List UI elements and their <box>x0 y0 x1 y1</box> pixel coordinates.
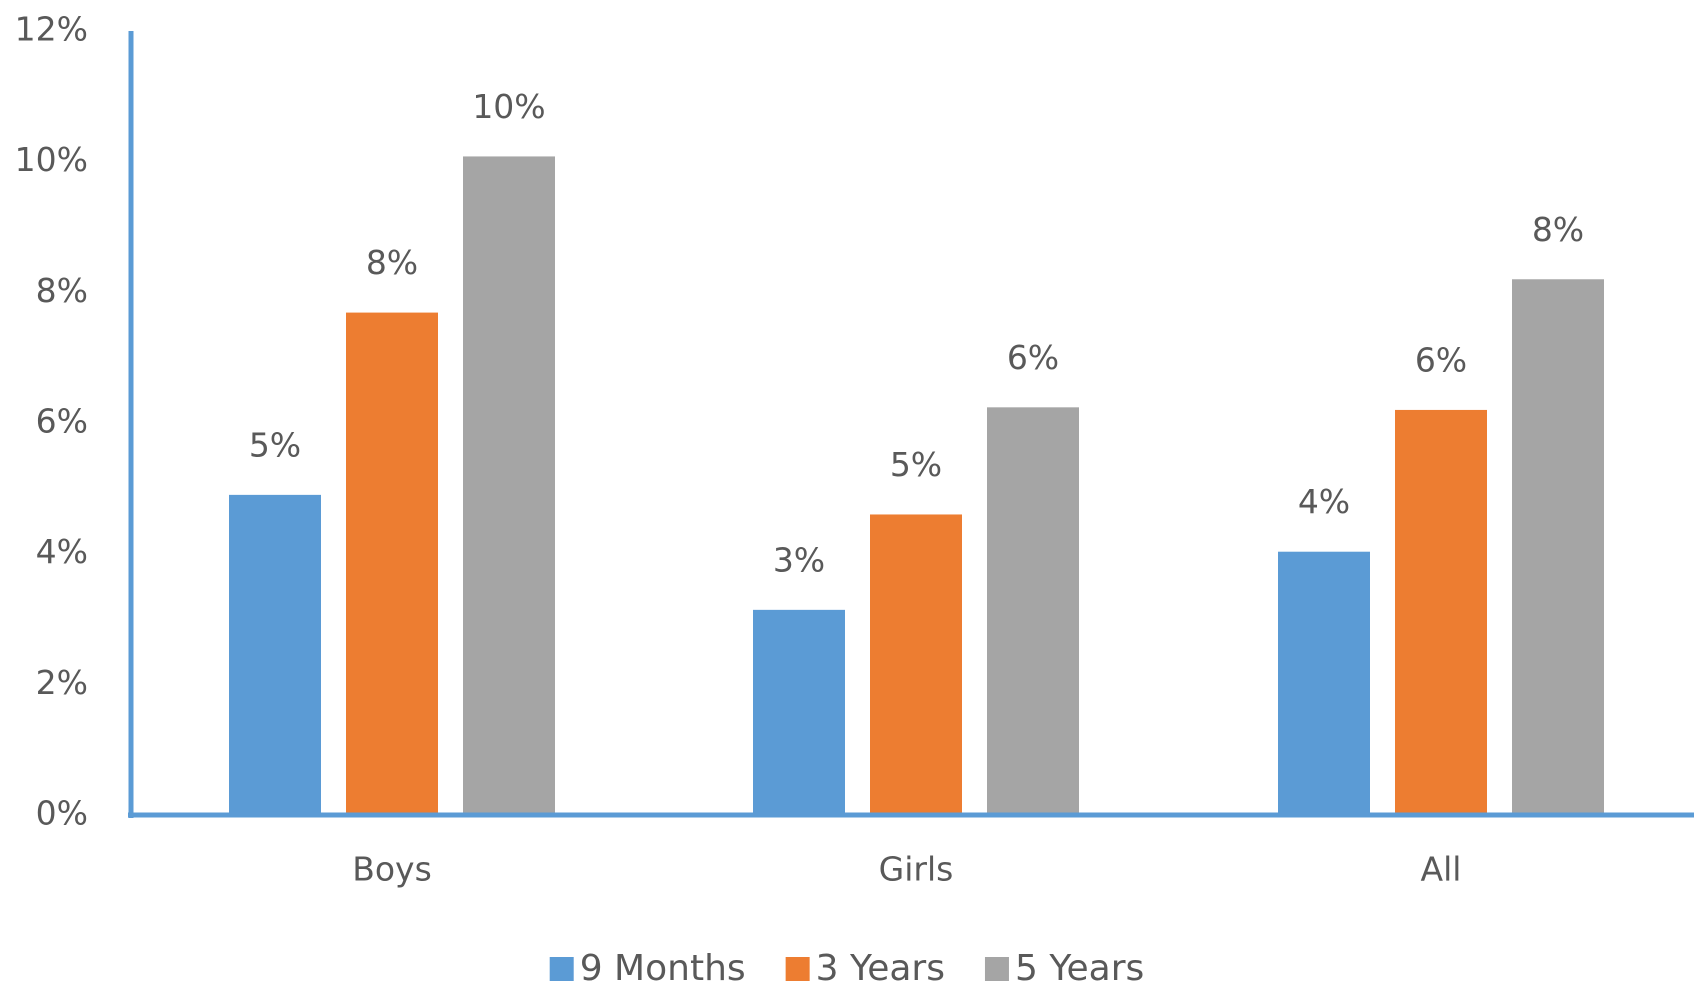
bar <box>463 156 555 815</box>
legend-label: 3 Years <box>816 948 945 989</box>
y-tick-label: 8% <box>36 271 88 310</box>
legend-label: 9 Months <box>580 948 746 989</box>
bar <box>346 312 438 815</box>
x-tick-label: All <box>1421 850 1462 889</box>
data-label: 8% <box>366 243 418 282</box>
legend-swatch <box>984 957 1009 981</box>
bar <box>1278 551 1370 815</box>
bar <box>753 609 845 815</box>
data-label: 5% <box>890 445 942 484</box>
legend-swatch <box>785 957 810 981</box>
y-tick-label: 0% <box>36 794 88 833</box>
bar <box>870 514 962 815</box>
data-label: 4% <box>1298 482 1350 521</box>
data-label: 6% <box>1007 338 1059 377</box>
x-tick-label: Boys <box>352 850 432 889</box>
bar <box>1395 409 1487 815</box>
data-label: 5% <box>249 425 301 464</box>
bar <box>229 494 321 815</box>
data-label: 3% <box>773 540 825 579</box>
bar <box>987 407 1079 815</box>
legend-swatch <box>549 957 574 981</box>
bar <box>1512 279 1604 815</box>
data-label: 10% <box>472 87 545 126</box>
x-tick-label: Girls <box>879 850 954 889</box>
y-tick-label: 4% <box>36 532 88 571</box>
legend-label: 5 Years <box>1015 948 1144 989</box>
data-label: 6% <box>1415 340 1467 379</box>
y-tick-label: 2% <box>36 663 88 702</box>
y-tick-label: 12% <box>15 10 88 49</box>
y-tick-label: 10% <box>15 140 88 179</box>
data-label: 8% <box>1532 210 1584 249</box>
y-tick-label: 6% <box>36 402 88 441</box>
